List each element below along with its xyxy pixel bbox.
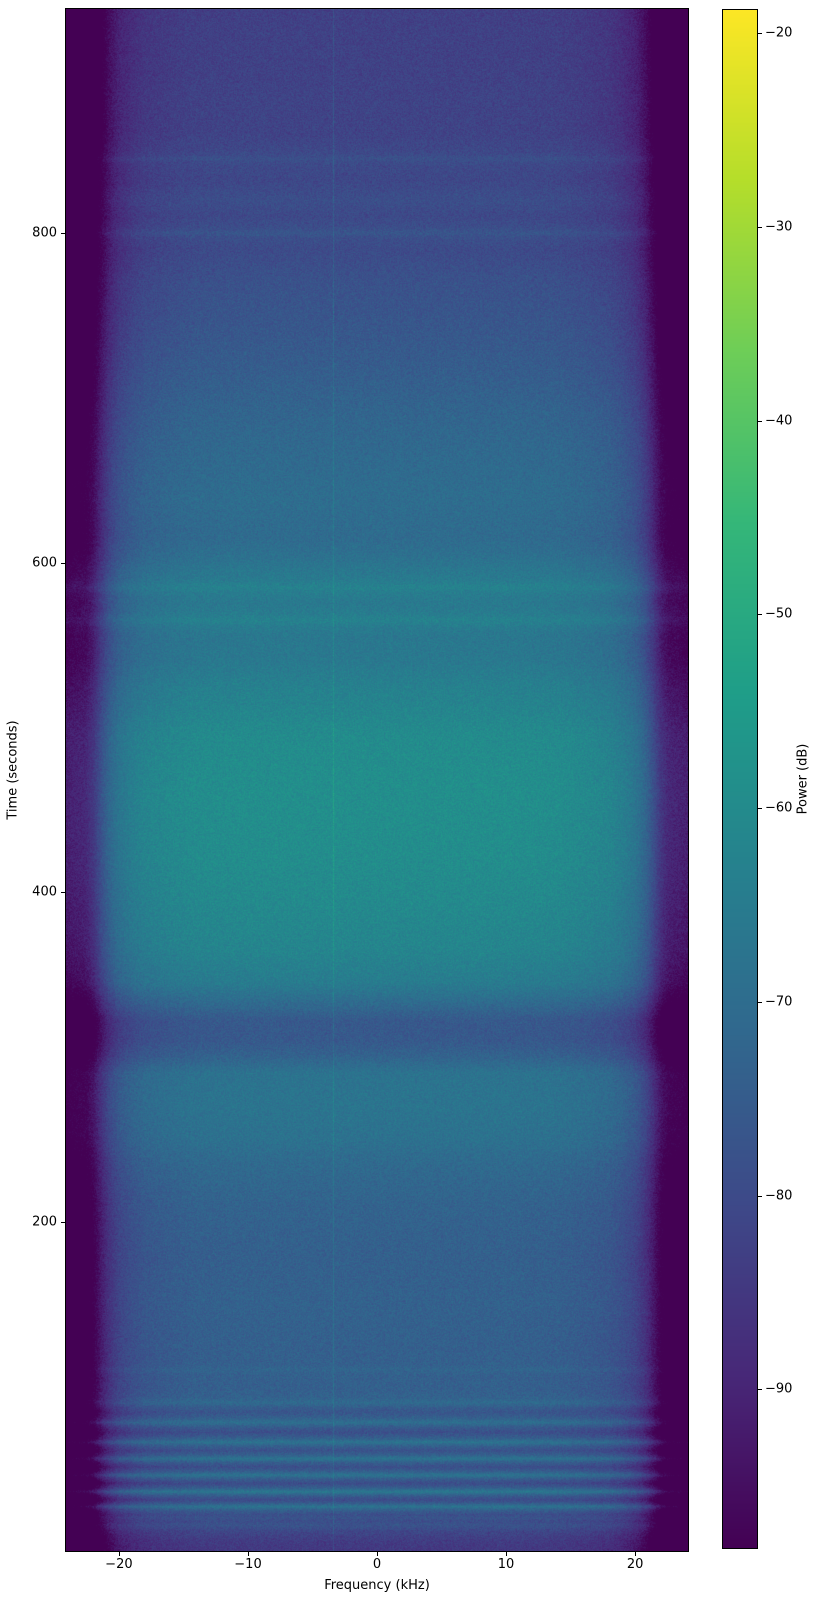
y-tick-label: 400 xyxy=(32,884,57,900)
x-tick-label: 0 xyxy=(372,1557,382,1572)
y-tick-label: 200 xyxy=(32,1214,57,1229)
x-tick-label: 20 xyxy=(626,1557,644,1572)
x-axis-label: Frequency (kHz) xyxy=(324,1578,430,1593)
colorbar-tick-mark xyxy=(758,614,762,616)
x-tick-label: −20 xyxy=(105,1557,133,1572)
colorbar-tick-label: −90 xyxy=(765,1381,793,1397)
y-tick-mark xyxy=(61,233,65,235)
y-tick-mark xyxy=(61,562,65,564)
colorbar-gradient-canvas xyxy=(723,10,757,1548)
colorbar-tick-mark xyxy=(758,1001,762,1003)
x-tick-mark xyxy=(506,1552,507,1556)
y-tick-label: 600 xyxy=(32,555,57,570)
colorbar-tick-mark xyxy=(758,1195,762,1197)
x-tick-label: −10 xyxy=(234,1557,262,1572)
colorbar-label: Power (dB) xyxy=(795,743,811,815)
colorbar-tick-mark xyxy=(758,33,762,35)
x-tick-mark xyxy=(118,1552,120,1556)
colorbar-tick-label: −80 xyxy=(765,1188,793,1203)
x-tick-mark xyxy=(248,1552,249,1556)
colorbar-tick-label: −70 xyxy=(765,994,793,1010)
colorbar-tick-label: −60 xyxy=(765,800,793,816)
y-tick-mark xyxy=(61,892,65,893)
colorbar-tick-label: −30 xyxy=(765,219,793,235)
y-tick-label: 800 xyxy=(32,225,57,241)
colorbar-tick-mark xyxy=(758,1389,762,1391)
colorbar-tick-mark xyxy=(758,226,762,228)
spectrogram-heatmap-canvas xyxy=(66,9,688,1551)
y-tick-mark xyxy=(61,1221,65,1223)
colorbar xyxy=(722,9,758,1549)
colorbar-tick-label: −50 xyxy=(765,606,793,622)
y-axis-label: Time (seconds) xyxy=(5,720,21,820)
colorbar-tick-mark xyxy=(758,808,762,810)
colorbar-tick-mark xyxy=(758,420,762,422)
spectrogram-plot xyxy=(65,8,689,1552)
x-tick-mark xyxy=(635,1552,637,1556)
x-tick-mark xyxy=(377,1552,378,1556)
x-tick-label: 10 xyxy=(497,1557,515,1572)
colorbar-tick-label: −20 xyxy=(765,25,793,41)
colorbar-tick-label: −40 xyxy=(765,413,793,429)
